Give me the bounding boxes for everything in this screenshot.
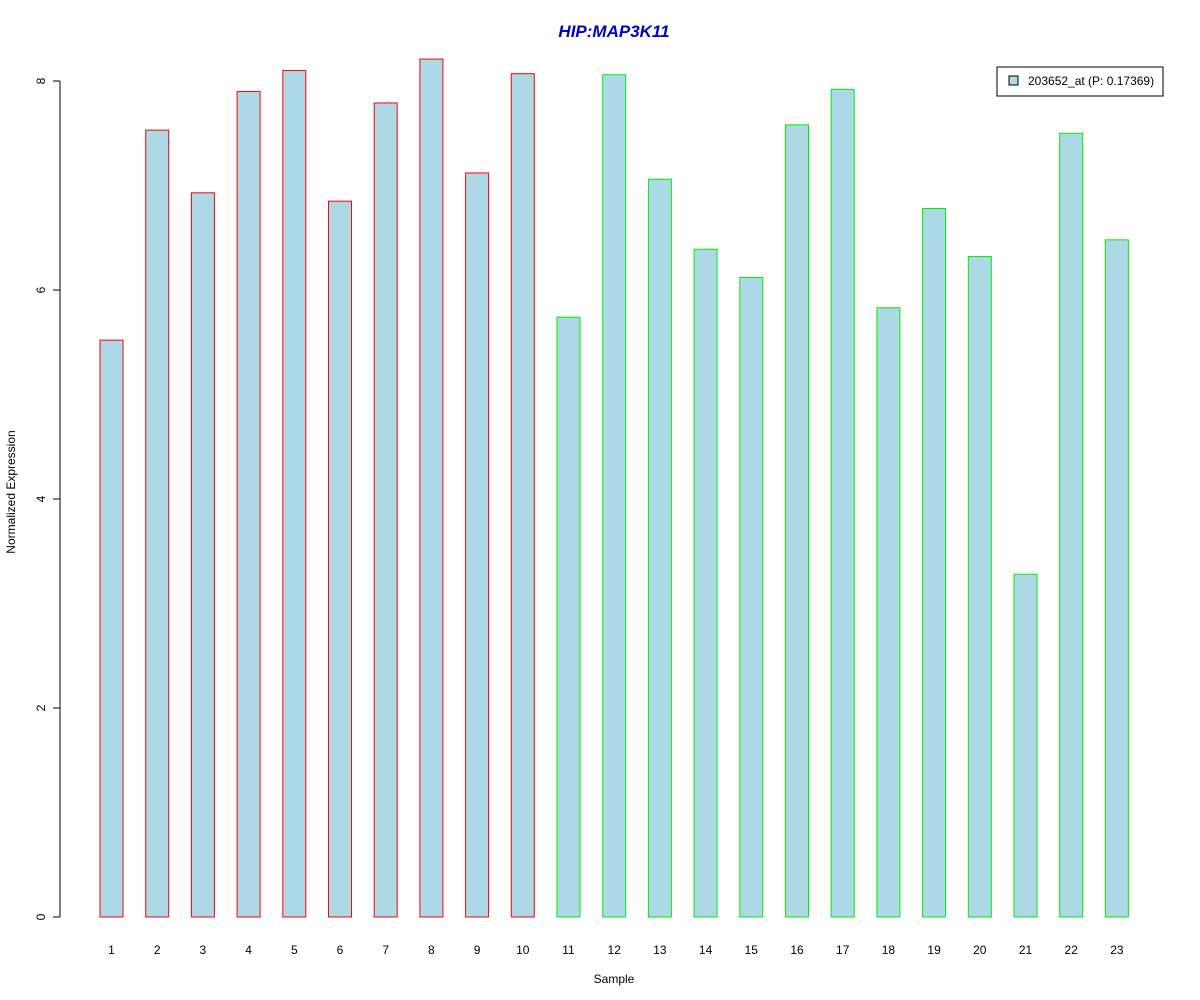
bar [282, 70, 307, 918]
bar [739, 276, 764, 918]
x-tick-label: 1 [108, 943, 115, 957]
bar [876, 307, 901, 918]
bar [556, 316, 581, 918]
bar [419, 58, 444, 918]
x-tick-label: 4 [245, 943, 252, 957]
y-tick-label: 0 [34, 913, 48, 920]
x-tick-label: 13 [653, 943, 667, 957]
y-tick-label: 6 [34, 286, 48, 293]
x-tick-label: 15 [745, 943, 759, 957]
x-tick-label: 20 [973, 943, 987, 957]
bar [693, 248, 718, 918]
bar [510, 73, 535, 918]
x-tick-label: 5 [291, 943, 298, 957]
legend: 203652_at (P: 0.17369) [996, 66, 1164, 97]
bar [373, 102, 398, 918]
x-tick-label: 22 [1065, 943, 1079, 957]
x-tick-labels: 1 2 3 4 5 6 7 8 9 10 11 12 13 14 15 16 17 18 19 20 21 22 23 [108, 943, 1124, 957]
bar [922, 207, 947, 918]
bar [1059, 132, 1084, 918]
bar [785, 124, 809, 918]
x-tick-label: 3 [200, 943, 207, 957]
y-tick-label: 8 [34, 77, 48, 84]
x-tick-label: 7 [382, 943, 389, 957]
y-tick-label: 2 [34, 704, 48, 711]
y-axis-label: Normalized Expression [4, 430, 18, 553]
bar [1013, 573, 1038, 918]
x-tick-label: 16 [790, 943, 804, 957]
x-axis-label: Sample [594, 972, 635, 986]
bar [602, 74, 627, 918]
x-tick-label: 17 [836, 943, 850, 957]
x-tick-label: 6 [337, 943, 344, 957]
x-tick-label: 9 [474, 943, 481, 957]
x-tick-label: 23 [1110, 943, 1124, 957]
legend-swatch [1008, 75, 1019, 86]
bar [647, 178, 672, 918]
x-tick-label: 21 [1019, 943, 1033, 957]
bar [967, 256, 992, 918]
x-tick-label: 10 [516, 943, 530, 957]
y-tick-label: 4 [34, 495, 48, 502]
y-axis: 0 2 4 6 8 [34, 77, 61, 920]
bars [99, 58, 1129, 918]
x-tick-label: 11 [562, 943, 575, 957]
x-tick-label: 12 [608, 943, 622, 957]
bar [465, 172, 490, 918]
x-tick-label: 19 [927, 943, 941, 957]
x-tick-label: 2 [154, 943, 161, 957]
legend-label: 203652_at (P: 0.17369) [1028, 74, 1154, 88]
bar [99, 339, 124, 918]
bar [1104, 239, 1129, 918]
legend-box [996, 66, 1164, 97]
bar [328, 200, 352, 918]
x-tick-label: 18 [882, 943, 896, 957]
x-tick-label: 14 [699, 943, 713, 957]
bar [145, 129, 170, 918]
x-tick-label: 8 [428, 943, 435, 957]
bar [830, 88, 855, 918]
bar [190, 192, 215, 918]
chart-title: HIP:MAP3K11 [558, 22, 669, 41]
bar [236, 90, 261, 918]
